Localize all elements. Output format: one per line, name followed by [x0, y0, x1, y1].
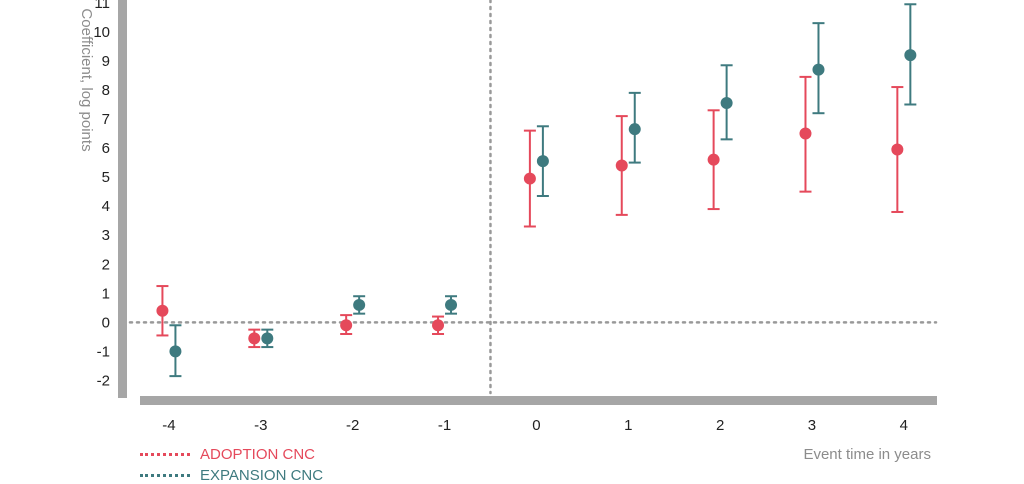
data-point: [432, 319, 445, 332]
x-tick-label: 4: [900, 417, 908, 434]
data-point: [799, 127, 812, 140]
legend-item-expansion: EXPANSION CNC: [140, 467, 323, 484]
x-tick-label: 2: [716, 417, 724, 434]
y-tick-label: 5: [102, 169, 110, 186]
legend-swatch-adoption: [140, 453, 190, 456]
y-tick-label: 2: [102, 256, 110, 273]
legend-item-adoption: ADOPTION CNC: [140, 446, 315, 463]
y-tick-label: 0: [102, 314, 110, 331]
x-tick-label: -4: [162, 417, 175, 434]
x-tick-label: -2: [346, 417, 359, 434]
y-tick-label: 6: [102, 140, 110, 157]
data-point: [891, 143, 904, 156]
data-point: [628, 123, 641, 136]
data-point: [169, 345, 182, 358]
y-tick-label: 3: [102, 227, 110, 244]
data-point: [523, 172, 536, 185]
data-point: [248, 332, 261, 345]
x-tick-label: -1: [438, 417, 451, 434]
data-point: [812, 63, 825, 76]
y-tick-label: -2: [97, 372, 110, 389]
data-point: [261, 332, 274, 345]
y-tick-label: 11: [94, 0, 110, 12]
y-axis-title: Coefficient, log points: [78, 8, 95, 151]
data-point: [156, 304, 169, 317]
x-axis-bar: [140, 396, 937, 405]
data-point: [707, 153, 720, 166]
series-adoption: [156, 75, 904, 349]
y-tick-label: 4: [102, 198, 110, 215]
y-tick-label: 10: [93, 24, 110, 41]
x-axis-title: Event time in years: [803, 446, 931, 463]
legend-swatch-expansion: [140, 474, 190, 477]
x-tick-label: 3: [808, 417, 816, 434]
y-tick-labels: -2 -1 0 1 2 3 4 5 6 7 8 9 10 11: [93, 0, 110, 389]
y-axis-bar: [118, 0, 127, 398]
y-tick-label: 1: [102, 285, 110, 302]
series-expansion: [169, 3, 917, 378]
x-tick-label: 1: [624, 417, 632, 434]
x-axis-line: [140, 396, 937, 405]
x-tick-label: 0: [532, 417, 540, 434]
legend-label-adoption: ADOPTION CNC: [200, 446, 316, 463]
x-tick-labels: -4 -3 -2 -1 0 1 2 3 4: [162, 417, 908, 434]
data-point: [536, 155, 549, 168]
series-layer: [156, 3, 917, 378]
y-tick-label: -1: [97, 343, 110, 360]
x-tick-label: -3: [254, 417, 267, 434]
data-point: [720, 97, 733, 110]
y-tick-label: 7: [102, 111, 110, 128]
data-point: [615, 159, 628, 172]
y-tick-label: 8: [102, 82, 110, 99]
data-point: [904, 49, 917, 62]
y-axis-line: [118, 0, 127, 398]
data-point: [445, 298, 458, 311]
reference-lines: [128, 0, 938, 395]
data-point: [340, 319, 353, 332]
legend-label-expansion: EXPANSION CNC: [200, 467, 324, 484]
data-point: [353, 298, 366, 311]
y-tick-label: 9: [102, 53, 110, 70]
